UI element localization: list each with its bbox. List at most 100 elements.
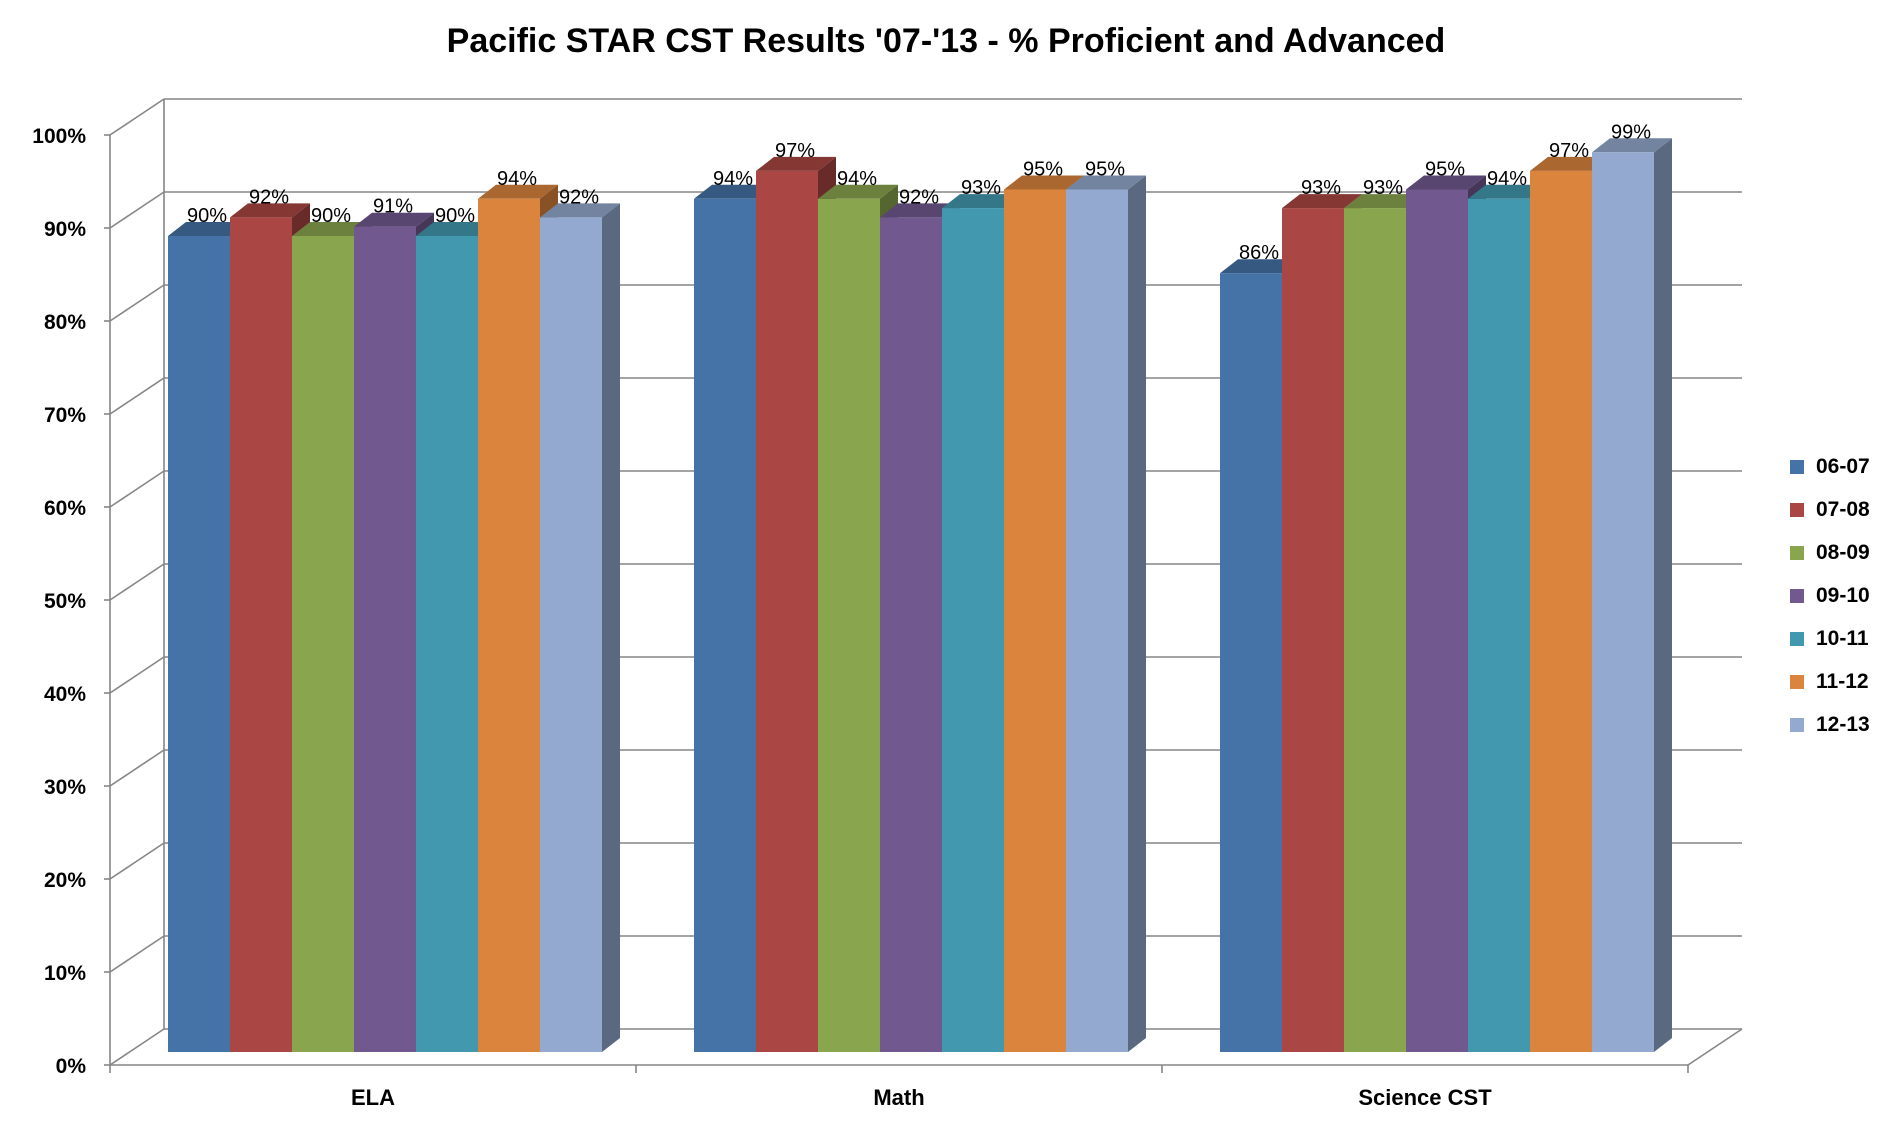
- legend-swatch: [1790, 503, 1804, 517]
- gridline-side: [109, 470, 165, 508]
- bar: [478, 198, 540, 1053]
- legend-swatch: [1790, 675, 1804, 689]
- y-tick-label: 30%: [44, 776, 86, 799]
- bar-top: [1344, 194, 1424, 209]
- data-label: 97%: [1549, 140, 1589, 162]
- bar: [416, 236, 478, 1052]
- legend-swatch: [1790, 546, 1804, 560]
- y-tick-label: 0%: [56, 1055, 87, 1078]
- legend-label: 09-10: [1816, 584, 1870, 607]
- bar-top: [1220, 259, 1300, 274]
- bar: [1344, 208, 1406, 1053]
- data-label: 86%: [1239, 242, 1279, 264]
- gridline-side: [109, 656, 165, 694]
- y-tick-label: 50%: [44, 590, 86, 613]
- legend-label: 07-08: [1816, 498, 1870, 521]
- y-tick-label: 80%: [44, 311, 86, 334]
- bar-top: [1282, 194, 1362, 209]
- data-label: 94%: [497, 168, 537, 190]
- bar-top: [1468, 184, 1548, 199]
- data-label: 99%: [1611, 121, 1651, 143]
- bar-top: [818, 184, 898, 199]
- bar-top: [1406, 175, 1486, 190]
- bar: [1468, 198, 1530, 1053]
- legend-label: 10-11: [1816, 627, 1869, 650]
- legend-label: 12-13: [1816, 713, 1870, 736]
- data-label: 94%: [1487, 168, 1527, 190]
- y-tick-label: 70%: [44, 404, 86, 427]
- data-label: 92%: [899, 186, 939, 208]
- bar: [292, 236, 354, 1052]
- bar-top: [942, 194, 1022, 209]
- bar: [694, 198, 756, 1053]
- data-label: 90%: [311, 205, 351, 227]
- y-tick-label: 90%: [44, 218, 86, 241]
- data-label: 90%: [435, 205, 475, 227]
- legend-swatch: [1790, 460, 1804, 474]
- gridline-side: [109, 98, 165, 136]
- legend: 06-07 07-08 08-09 09-10 10-11 11-12 12-13: [1790, 455, 1870, 736]
- bar: [1592, 152, 1654, 1053]
- bar-top: [1530, 156, 1610, 171]
- legend-label: 08-09: [1816, 541, 1870, 564]
- bar-top: [1066, 175, 1146, 190]
- gridline-side: [109, 284, 165, 322]
- y-tick-label: 100%: [32, 125, 86, 148]
- bar-top: [478, 184, 558, 199]
- bar-side: [1128, 175, 1146, 1052]
- bar: [1066, 189, 1128, 1052]
- y-tick-label: 20%: [44, 869, 86, 892]
- x-category-label: Math: [873, 1085, 924, 1110]
- y-tick-label: 10%: [44, 962, 86, 985]
- gridline-side: [109, 842, 165, 880]
- bars: [168, 138, 1672, 1053]
- legend-swatch: [1790, 589, 1804, 603]
- bar: [354, 226, 416, 1052]
- bar: [168, 236, 230, 1052]
- bar: [1406, 189, 1468, 1052]
- x-category-label: Science CST: [1358, 1085, 1492, 1110]
- data-label: 94%: [713, 168, 753, 190]
- chart-title: Pacific STAR CST Results '07-'13 - % Pro…: [447, 22, 1446, 60]
- axes: 0% 10% 20% 30% 40% 50% 60% 70% 80% 90% 100% ELA Math…: [32, 125, 1743, 1110]
- gridline-side: [109, 377, 165, 415]
- bar-top: [168, 222, 248, 236]
- gridline-side: [109, 191, 165, 229]
- bar-top: [540, 203, 620, 218]
- bar-top: [756, 156, 836, 171]
- data-label: 93%: [1363, 177, 1403, 199]
- legend-label: 11-12: [1816, 670, 1869, 693]
- bar: [540, 217, 602, 1052]
- data-label: 93%: [961, 177, 1001, 199]
- gridline-side: [109, 563, 165, 601]
- data-label: 95%: [1085, 159, 1125, 181]
- bar: [818, 198, 880, 1053]
- bar: [942, 208, 1004, 1053]
- x-category-label: ELA: [351, 1085, 395, 1110]
- bar-top: [230, 203, 310, 218]
- bar: [1530, 170, 1592, 1052]
- y-tick-label: 40%: [44, 683, 86, 706]
- data-label: 91%: [373, 196, 413, 218]
- bar-top: [1004, 175, 1084, 190]
- legend-swatch: [1790, 632, 1804, 646]
- bar: [1220, 273, 1282, 1052]
- floor-edge: [1687, 1028, 1743, 1066]
- legend-swatch: [1790, 718, 1804, 732]
- gridline-side: [109, 1028, 165, 1066]
- bar-side: [1654, 138, 1672, 1053]
- data-label: 93%: [1301, 177, 1341, 199]
- bar-top: [354, 212, 434, 227]
- data-label: 94%: [837, 168, 877, 190]
- data-label: 92%: [559, 186, 599, 208]
- bar: [230, 217, 292, 1052]
- bar: [756, 170, 818, 1052]
- data-label: 95%: [1023, 159, 1063, 181]
- gridline-side: [109, 935, 165, 973]
- bar-top: [880, 203, 960, 218]
- bar: [1004, 189, 1066, 1052]
- bar-top: [694, 184, 774, 199]
- data-label: 95%: [1425, 159, 1465, 181]
